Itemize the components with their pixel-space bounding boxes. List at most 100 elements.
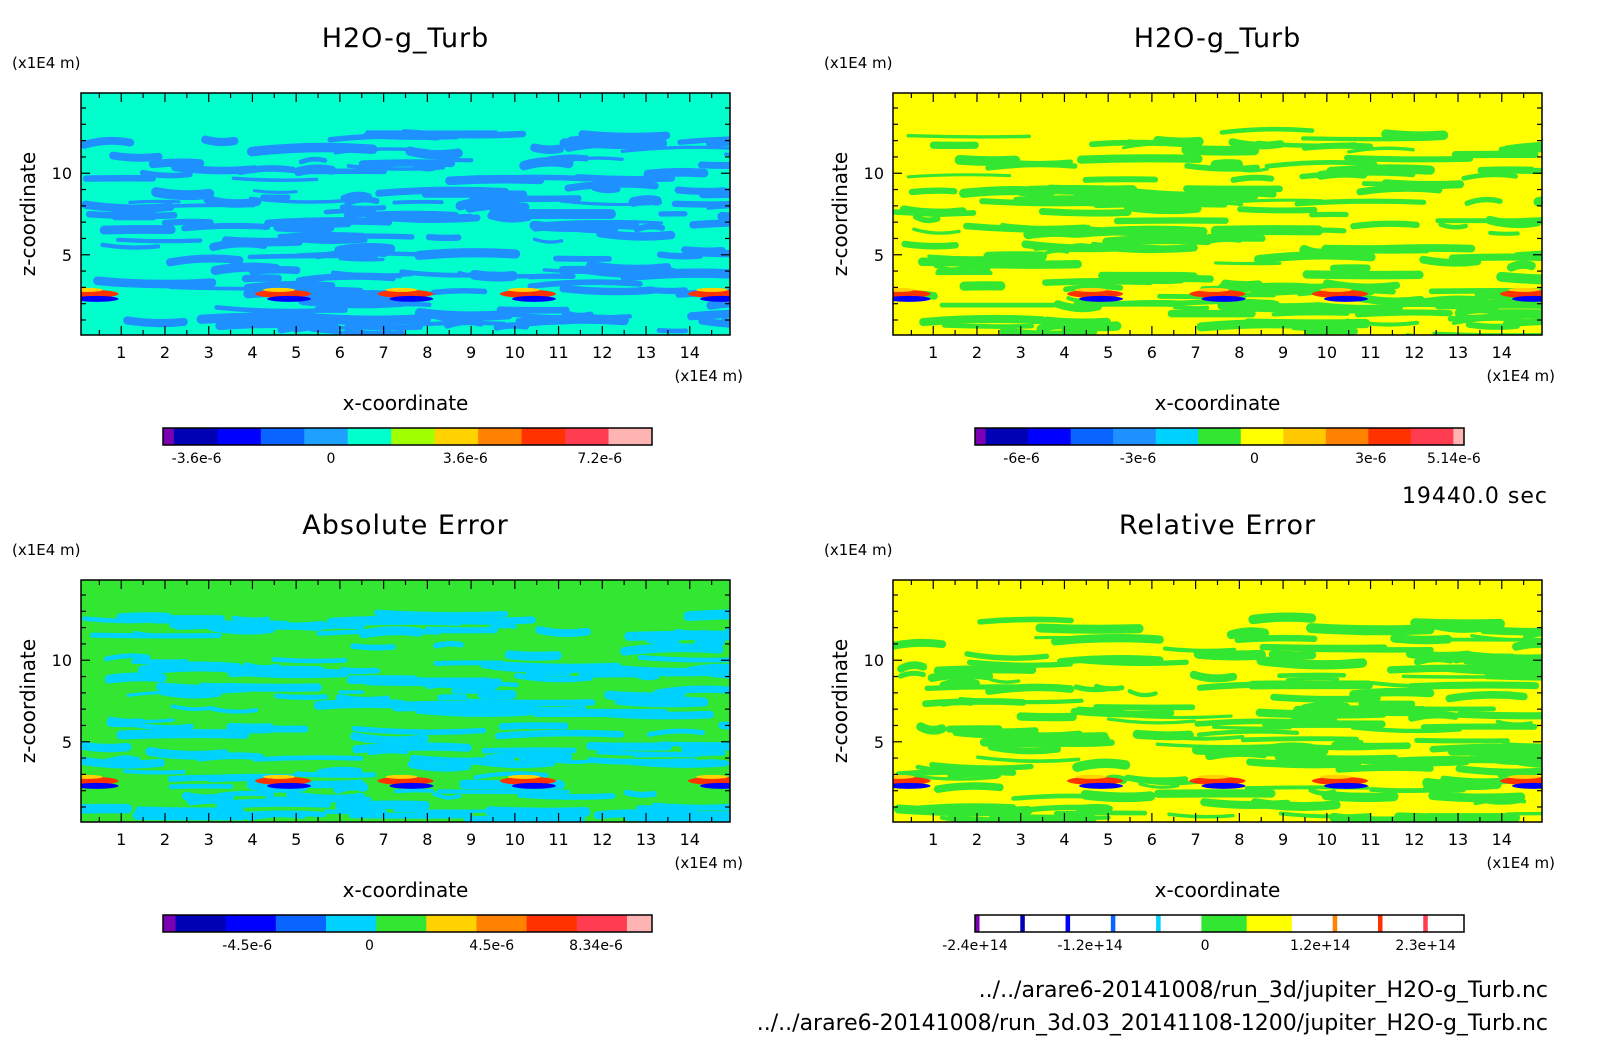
heatmap-streak xyxy=(200,756,260,758)
heatmap-streak xyxy=(1233,178,1271,180)
heatmap-streak xyxy=(1250,762,1358,765)
heatmap-streak xyxy=(427,630,495,631)
heatmap-streak xyxy=(1050,189,1132,190)
heatmap-anomaly xyxy=(1324,783,1368,789)
time-label: 19440.0 sec xyxy=(1402,484,1548,509)
heatmap-anomaly xyxy=(390,296,434,302)
heatmap-streak xyxy=(171,786,231,787)
heatmap-streak xyxy=(693,222,807,225)
heatmap-anomaly xyxy=(267,296,311,302)
heatmap-streak xyxy=(143,666,238,670)
heatmap-streak xyxy=(657,689,736,693)
x-tick-label: 7 xyxy=(379,830,389,849)
colorbar-segment xyxy=(609,428,653,445)
heatmap-streak xyxy=(1274,313,1348,314)
heatmap-streak xyxy=(419,253,516,256)
heatmap-streak xyxy=(1469,325,1517,327)
x-tick-label: 4 xyxy=(247,343,257,362)
heatmap-streak xyxy=(1327,283,1397,287)
x-tick-label: 5 xyxy=(1103,830,1113,849)
heatmap-streak xyxy=(938,786,1000,789)
colorbar-segment xyxy=(1411,428,1454,445)
heatmap-anomaly xyxy=(1198,775,1230,779)
heatmap-streak xyxy=(1516,644,1552,647)
heatmap-streak xyxy=(1502,146,1604,150)
colorbar-tick-label: 1.2e+14 xyxy=(1290,938,1351,954)
x-tick-label: 14 xyxy=(1492,830,1512,849)
heatmap-streak xyxy=(959,160,1015,161)
heatmap-streak xyxy=(165,222,211,223)
heatmap-streak xyxy=(212,627,272,631)
colorbar-segment xyxy=(276,915,327,932)
heatmap-streak xyxy=(175,205,253,206)
heatmap-anomaly xyxy=(71,288,103,292)
heatmap-anomaly xyxy=(1079,783,1123,789)
x-tick-label: 1 xyxy=(928,343,938,362)
heatmap-streak xyxy=(905,244,956,246)
heatmap-streak xyxy=(660,255,700,257)
footer-file-path-2: ../../arare6-20141008/run_3d.03_20141108… xyxy=(757,1011,1548,1036)
heatmap-streak xyxy=(901,673,924,676)
heatmap-streak xyxy=(1420,299,1484,302)
colorbar-segment xyxy=(1423,915,1428,932)
heatmap-anomaly xyxy=(696,775,728,779)
heatmap-streak xyxy=(410,151,458,155)
colorbar-segment xyxy=(376,915,427,932)
heatmap-streak xyxy=(563,289,652,292)
x-axis-unit: (x1E4 m) xyxy=(674,367,743,385)
heatmap-streak xyxy=(219,793,272,795)
heatmap-streak xyxy=(477,761,552,765)
heatmap-streak xyxy=(1505,745,1575,746)
heatmap-streak xyxy=(338,786,364,789)
colorbar-segment xyxy=(1241,428,1284,445)
heatmap-streak xyxy=(661,744,752,745)
x-axis-label: x-coordinate xyxy=(343,391,469,415)
heatmap-streak xyxy=(600,233,671,236)
heatmap-streak xyxy=(460,203,487,206)
x-tick-label: 10 xyxy=(1317,830,1337,849)
heatmap-streak xyxy=(268,221,388,223)
x-tick-label: 1 xyxy=(928,830,938,849)
heatmap-streak xyxy=(691,313,806,316)
heatmap-streak xyxy=(342,207,384,208)
heatmap-streak xyxy=(121,734,245,735)
x-tick-label: 12 xyxy=(1404,830,1424,849)
x-tick-label: 9 xyxy=(1278,343,1288,362)
colorbar-segment xyxy=(1070,915,1111,932)
colorbar-segment xyxy=(1156,428,1199,445)
heatmap-streak xyxy=(1477,798,1518,801)
heatmap-streak xyxy=(1238,638,1314,640)
x-axis-label: x-coordinate xyxy=(1155,391,1281,415)
heatmap-streak xyxy=(460,177,588,180)
heatmap-streak xyxy=(1358,312,1450,314)
heatmap-streak xyxy=(320,770,359,773)
heatmap-streak xyxy=(711,303,755,305)
colorbar-segment xyxy=(174,428,218,445)
colorbar-tick-label: -2.4e+14 xyxy=(942,938,1008,954)
y-axis-unit: (x1E4 m) xyxy=(12,541,81,559)
heatmap-streak xyxy=(1321,173,1363,175)
heatmap-streak xyxy=(433,291,484,293)
colorbar-segment xyxy=(1156,915,1161,932)
heatmap-streak xyxy=(226,241,299,243)
heatmap-streak xyxy=(1370,248,1471,249)
heatmap-anomaly xyxy=(386,288,418,292)
heatmap-streak xyxy=(1371,790,1432,791)
y-tick-label: 5 xyxy=(62,733,72,752)
colorbar-tick-label: 4.5e-6 xyxy=(469,938,514,954)
heatmap-streak xyxy=(205,140,234,142)
heatmap-streak xyxy=(354,736,424,740)
heatmap-streak xyxy=(413,323,504,324)
heatmap-streak xyxy=(1307,274,1420,275)
heatmap-streak xyxy=(1085,203,1156,204)
y-tick-label: 10 xyxy=(864,164,884,183)
heatmap-streak xyxy=(1441,224,1466,227)
heatmap-streak xyxy=(1061,658,1161,661)
heatmap-streak xyxy=(590,746,668,747)
y-axis-label: z-coordinate xyxy=(828,152,852,276)
heatmap-streak xyxy=(1358,298,1420,302)
heatmap-streak xyxy=(474,275,512,277)
heatmap-streak xyxy=(680,139,798,142)
colorbar-segment xyxy=(163,428,174,445)
